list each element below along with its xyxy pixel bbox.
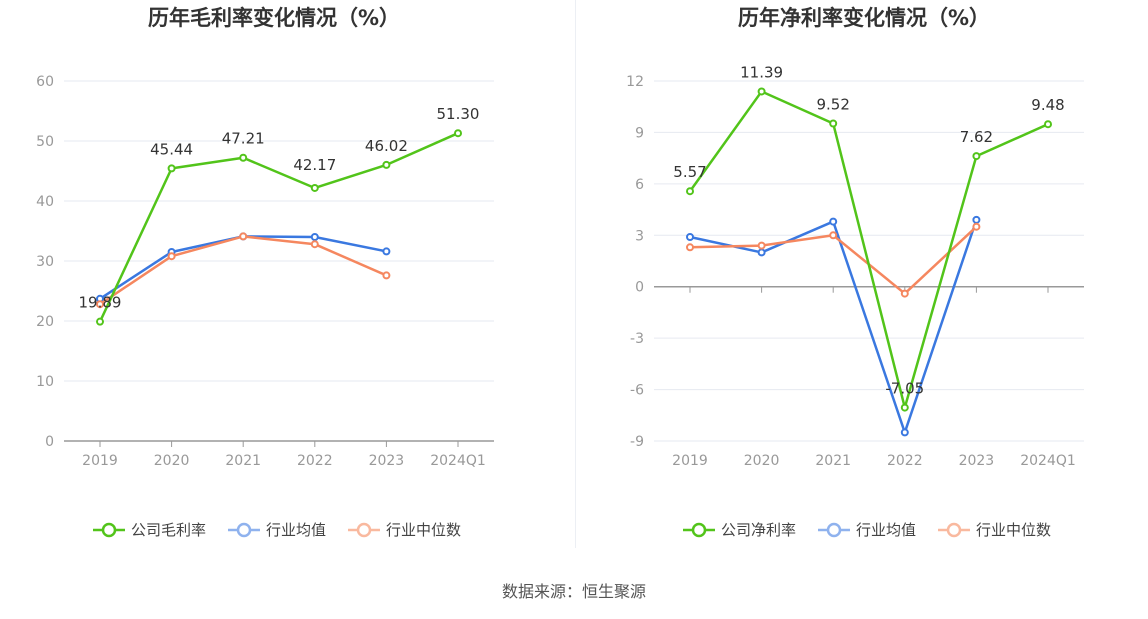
data-point xyxy=(382,160,391,169)
x-tick-label: 2021 xyxy=(815,453,851,469)
data-point xyxy=(900,289,909,298)
legend: 公司毛利率 行业均值 行业中位数 xyxy=(93,521,461,539)
series-line-2 xyxy=(99,235,387,300)
data-point xyxy=(167,252,176,261)
data-label: 46.02 xyxy=(365,137,408,155)
data-label: 9.52 xyxy=(816,96,849,114)
x-tick-label: 2023 xyxy=(369,453,405,469)
data-point xyxy=(900,403,909,412)
data-label: 45.44 xyxy=(150,140,193,158)
data-point xyxy=(96,300,104,309)
data-label: 42.17 xyxy=(293,156,336,174)
data-point xyxy=(167,164,176,173)
legend-marker-icon xyxy=(691,522,707,538)
data-source-note: 数据来源：恒生聚源 xyxy=(501,582,646,601)
y-tick-label: 3 xyxy=(635,228,644,244)
data-point xyxy=(686,187,694,196)
legend-label: 行业均值 xyxy=(856,521,916,539)
data-point xyxy=(310,233,319,241)
y-tick-label: 30 xyxy=(36,254,54,270)
legend-label: 行业中位数 xyxy=(386,521,461,539)
y-tick-label: 20 xyxy=(36,314,54,330)
data-point xyxy=(829,231,838,240)
legend-marker-icon xyxy=(826,522,842,538)
legend-item: 公司净利率 xyxy=(683,521,796,539)
data-point xyxy=(686,243,694,252)
chart-title: 历年净利率变化情况（%） xyxy=(738,6,990,30)
data-point xyxy=(972,215,981,224)
data-point xyxy=(757,248,766,257)
data-point xyxy=(454,129,462,138)
y-tick-label: -3 xyxy=(630,331,644,347)
data-point xyxy=(972,222,981,231)
data-point xyxy=(757,87,766,96)
y-tick-label: 40 xyxy=(36,194,54,210)
chart-title: 历年毛利率变化情况（%） xyxy=(148,6,400,30)
data-point xyxy=(96,317,104,326)
x-tick-label: 2019 xyxy=(82,453,118,469)
x-tick-label: 2019 xyxy=(672,453,708,469)
legend-label: 行业中位数 xyxy=(976,521,1051,539)
data-point xyxy=(310,183,319,192)
x-tick-label: 2023 xyxy=(959,453,995,469)
data-label: 7.62 xyxy=(960,128,993,146)
x-tick-label: 2020 xyxy=(154,453,190,469)
legend-marker-icon xyxy=(101,522,117,538)
x-tick-label: 2024Q1 xyxy=(1020,453,1076,469)
x-tick-label: 2022 xyxy=(297,453,333,469)
legend-marker-icon xyxy=(236,522,252,538)
x-tick-label: 2020 xyxy=(744,453,780,469)
x-tick-label: 2022 xyxy=(887,453,923,469)
y-tick-label: -6 xyxy=(630,383,644,399)
y-tick-label: 0 xyxy=(45,434,54,450)
data-point xyxy=(686,233,694,241)
series-line-1 xyxy=(98,132,459,323)
data-label: 19.89 xyxy=(79,294,122,312)
legend-label: 行业均值 xyxy=(266,521,326,539)
data-label: 47.21 xyxy=(222,130,265,148)
data-label: 9.48 xyxy=(1031,96,1064,114)
legend-item: 行业中位数 xyxy=(348,521,461,539)
legend-item: 公司毛利率 xyxy=(93,521,206,539)
data-point xyxy=(829,217,838,226)
data-label: 51.30 xyxy=(437,105,480,123)
chart-2: 历年净利率变化情况（%） -9 -6 -3 0 3 6 9 12 2019 2020 2021 2022… xyxy=(626,6,1084,539)
y-tick-label: 50 xyxy=(36,134,54,150)
legend-label: 公司毛利率 xyxy=(131,521,206,539)
chart-1: 历年毛利率变化情况（%） 0 10 20 30 40 50 60 2019 2020 2021 202… xyxy=(36,6,494,539)
data-point xyxy=(829,119,838,128)
x-tick-label: 2021 xyxy=(225,453,261,469)
y-tick-label: -9 xyxy=(630,434,644,450)
x-tick-label: 2024Q1 xyxy=(430,453,486,469)
data-point xyxy=(757,241,766,250)
legend: 公司净利率 行业均值 行业中位数 xyxy=(683,521,1051,539)
legend-item: 行业均值 xyxy=(228,521,326,539)
y-tick-label: 10 xyxy=(36,374,54,390)
y-tick-label: 12 xyxy=(626,74,644,90)
series-line-2 xyxy=(689,219,978,434)
legend-marker-icon xyxy=(946,522,962,538)
data-label: 5.57 xyxy=(673,163,706,181)
legend-label: 公司净利率 xyxy=(721,521,796,539)
data-point xyxy=(382,271,391,280)
legend-marker-icon xyxy=(356,522,372,538)
data-point xyxy=(239,232,248,241)
data-point xyxy=(239,153,248,162)
legend-item: 行业中位数 xyxy=(938,521,1051,539)
y-tick-label: 0 xyxy=(635,280,644,296)
y-tick-label: 9 xyxy=(635,125,644,141)
series-line-1 xyxy=(688,90,1049,409)
data-point xyxy=(1044,120,1052,129)
data-point xyxy=(310,240,319,249)
chart-divider xyxy=(575,0,576,548)
y-tick-label: 60 xyxy=(36,74,54,90)
legend-item: 行业均值 xyxy=(818,521,916,539)
y-tick-label: 6 xyxy=(635,177,644,193)
data-point xyxy=(382,247,391,256)
data-label: -7.05 xyxy=(885,380,924,398)
data-point xyxy=(900,428,909,437)
data-point xyxy=(972,152,981,161)
data-label: 11.39 xyxy=(740,63,783,81)
